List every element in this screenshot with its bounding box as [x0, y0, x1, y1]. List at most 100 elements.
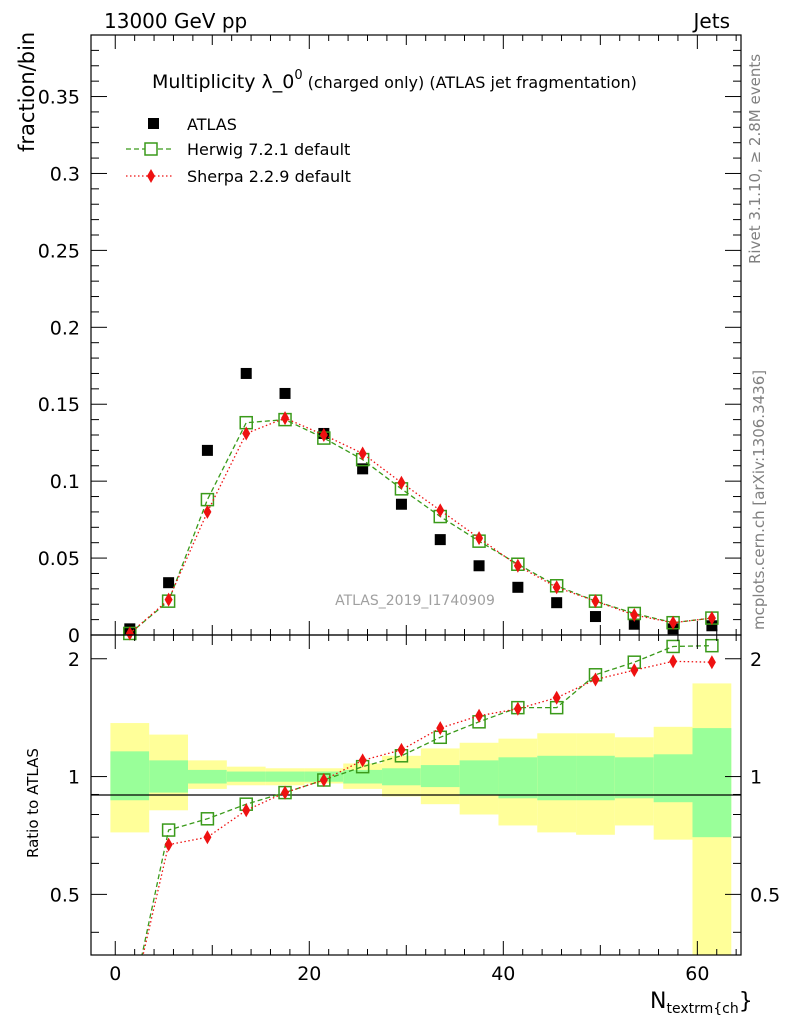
ratio-sherpa-point — [475, 708, 484, 723]
atlas-point — [706, 620, 718, 632]
sherpa-point — [630, 608, 639, 622]
ratio-band-green — [498, 757, 538, 799]
ratio-y-tick-label: 0.5 — [50, 884, 80, 906]
sherpa-point — [125, 626, 134, 641]
legend: ATLAS Herwig 7.2.1 default Sherpa 2.2.9 … — [126, 115, 351, 186]
ratio-band-green — [188, 769, 227, 784]
sherpa-point — [203, 504, 212, 519]
ratio-band-green — [576, 755, 615, 801]
sherpa-point — [513, 558, 522, 573]
ratio-band-green — [226, 771, 266, 782]
atlas-point — [279, 387, 291, 399]
ratio-band-green — [692, 728, 732, 838]
ratio-uncertainty-bands — [110, 683, 732, 955]
ratio-sherpa-point — [513, 701, 522, 716]
sherpa-point — [164, 592, 173, 607]
ratio-sherpa-point — [397, 742, 406, 757]
x-axis-label-sub: textrm{ch — [666, 1001, 738, 1017]
y-tick-label: 0.25 — [38, 240, 80, 262]
ratio-band-green — [459, 760, 499, 795]
plot-title: Multiplicity λ_00 (charged only) (ATLAS j… — [152, 68, 637, 93]
header-left: 13000 GeV pp — [104, 9, 247, 33]
sherpa-point — [552, 580, 561, 595]
legend-sherpa-label: Sherpa 2.2.9 default — [187, 167, 351, 186]
ratio-sherpa-point — [552, 690, 561, 705]
ratio-band-green — [343, 769, 383, 784]
sherpa-point — [242, 426, 251, 441]
y-tick-label: 0.15 — [38, 394, 80, 416]
ratio-y-tick-label: 2 — [68, 649, 80, 671]
ratio-sherpa-point — [591, 672, 600, 687]
ratio-sherpa-point — [707, 655, 716, 670]
x-axis-label-main: N — [650, 989, 666, 1014]
sherpa-point — [436, 503, 445, 518]
ratio-plot-frame — [90, 634, 742, 956]
sherpa-point — [475, 531, 484, 546]
atlas-point — [240, 367, 252, 379]
ratio-sherpa-point — [669, 654, 678, 669]
ratio-sherpa-point — [242, 803, 251, 818]
sherpa-point — [669, 615, 678, 630]
x-tick-label: 60 — [685, 963, 709, 985]
ratio-band-green — [537, 755, 577, 801]
ratio-sherpa-point — [319, 772, 328, 787]
ratio-herwig-line — [141, 645, 712, 955]
plot-title-main: Multiplicity λ_0 — [152, 71, 294, 93]
legend-herwig-marker — [144, 142, 158, 156]
atlas-point — [201, 444, 213, 456]
ratio-y-tick-label-right: 0.5 — [750, 884, 780, 906]
ratio-sherpa-point — [164, 837, 173, 852]
y-tick-label: 0.2 — [50, 317, 80, 339]
ratio-band-green — [420, 765, 460, 788]
ratio-sherpa-point — [358, 753, 367, 768]
y-tick-label: 0 — [68, 625, 80, 647]
y-tick-label: 0.05 — [38, 548, 80, 570]
rivet-label: Rivet 3.1.10, ≥ 2.8M events — [746, 54, 764, 264]
axis-tick-labels: 0 20 40 60 0 0.05 0.1 0.15 0.2 0.25 0.3 0.35 0.5 0.5 1… — [38, 87, 781, 985]
y-axis-label: fraction/bin — [15, 32, 39, 152]
analysis-watermark: ATLAS_2019_I1740909 — [335, 593, 495, 609]
ratio-band-green — [265, 771, 305, 782]
ratio-band-green — [653, 754, 693, 803]
y-tick-label: 0.3 — [50, 163, 80, 185]
header-right: Jets — [692, 9, 730, 33]
legend-herwig-label: Herwig 7.2.1 default — [187, 140, 350, 159]
atlas-point — [357, 463, 369, 475]
mcplots-label: mcplots.cern.ch [arXiv:1306.3436] — [750, 370, 768, 630]
x-axis-label-brace: } — [739, 989, 753, 1014]
ratio-herwig-point — [200, 812, 215, 826]
ratio-y-tick-label-right: 1 — [750, 767, 762, 789]
legend-atlas-label: ATLAS — [187, 115, 237, 134]
main-series-layer — [123, 367, 719, 641]
legend-atlas-marker — [148, 118, 159, 129]
ratio-band-green — [110, 751, 150, 801]
y-tick-label: 0.1 — [50, 471, 80, 493]
axis-ticks — [91, 35, 741, 955]
ratio-y-tick-label: 1 — [68, 767, 80, 789]
y-tick-label: 0.35 — [38, 87, 80, 109]
atlas-point — [628, 618, 640, 630]
atlas-point — [512, 581, 524, 593]
ratio-band-green — [614, 757, 654, 799]
ratio-sherpa-point — [630, 663, 639, 678]
ratio-sherpa-point — [281, 785, 290, 800]
x-tick-label: 0 — [109, 963, 121, 985]
legend-sherpa-marker — [147, 169, 155, 183]
atlas-point — [473, 560, 485, 572]
sherpa-point — [358, 446, 367, 461]
atlas-point — [434, 534, 446, 546]
ratio-herwig-point — [705, 638, 719, 653]
x-tick-label: 20 — [297, 963, 321, 985]
ratio-herwig-point — [666, 639, 680, 654]
atlas-point — [589, 611, 601, 623]
sherpa-point — [707, 611, 716, 626]
ratio-band-green — [149, 760, 189, 793]
ratio-y-axis-label: Ratio to ATLAS — [24, 748, 42, 858]
x-tick-label: 40 — [491, 963, 515, 985]
plot-title-suffix: (charged only) (ATLAS jet fragmentation) — [308, 73, 637, 92]
ratio-sherpa-point — [436, 721, 445, 736]
ratio-clipped-group — [141, 638, 719, 955]
ratio-sherpa-line — [142, 660, 712, 955]
sherpa-point — [281, 411, 290, 426]
